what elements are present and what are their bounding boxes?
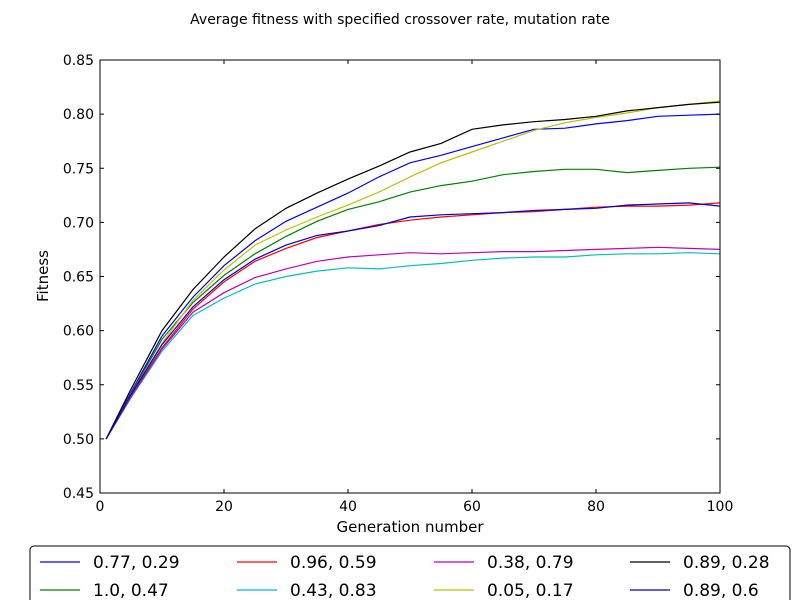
y-tick-label: 0.45 — [63, 486, 94, 502]
legend-label-4: 0.43, 0.83 — [290, 581, 377, 600]
legend-label-6: 0.05, 0.17 — [487, 581, 574, 600]
legend-frame — [29, 545, 791, 600]
x-tick-label: 20 — [215, 499, 233, 515]
series-line-1 — [105, 113, 721, 440]
y-tick-label: 0.75 — [63, 161, 94, 177]
x-tick-label: 60 — [463, 499, 481, 515]
series-line-2 — [105, 166, 721, 440]
x-ticks: 0 20 40 60 80 100 — [96, 60, 734, 515]
y-tick-label: 0.60 — [63, 324, 94, 340]
legend-label-1: 0.77, 0.29 — [93, 553, 180, 573]
y-tick-label: 0.65 — [63, 270, 94, 286]
series-line-8 — [105, 202, 721, 440]
plot-lines — [105, 100, 721, 440]
y-tick-label: 0.50 — [63, 432, 94, 448]
legend-label-5: 0.38, 0.79 — [487, 553, 574, 573]
y-axis-label: Fitness — [34, 250, 52, 302]
legend-items: 0.77, 0.29 1.0, 0.47 0.96, 0.59 0.43, 0.83 0… — [40, 553, 770, 600]
y-ticks: 0.45 0.50 0.55 0.60 0.65 0.70 0.75 0.80 0.85 — [63, 53, 720, 502]
x-tick-label: 40 — [339, 499, 357, 515]
legend-label-7: 0.89, 0.28 — [683, 553, 770, 573]
x-tick-label: 100 — [707, 499, 734, 515]
legend-label-2: 1.0, 0.47 — [93, 581, 169, 600]
chart-title: Average fitness with specified crossover… — [190, 12, 610, 28]
y-tick-label: 0.85 — [63, 53, 94, 69]
y-tick-label: 0.70 — [63, 215, 94, 231]
legend-label-3: 0.96, 0.59 — [290, 553, 377, 573]
x-tick-label: 80 — [587, 499, 605, 515]
x-axis-label: Generation number — [337, 518, 485, 536]
y-tick-label: 0.80 — [63, 107, 94, 123]
legend-label-8: 0.89, 0.6 — [683, 581, 759, 600]
y-tick-label: 0.55 — [63, 378, 94, 394]
x-tick-label: 0 — [96, 499, 105, 515]
series-line-6 — [105, 100, 721, 440]
series-line-4 — [105, 252, 721, 440]
series-line-7 — [105, 101, 721, 440]
legend: 0.77, 0.29 1.0, 0.47 0.96, 0.59 0.43, 0.83 0… — [29, 545, 791, 600]
series-line-5 — [105, 246, 721, 440]
